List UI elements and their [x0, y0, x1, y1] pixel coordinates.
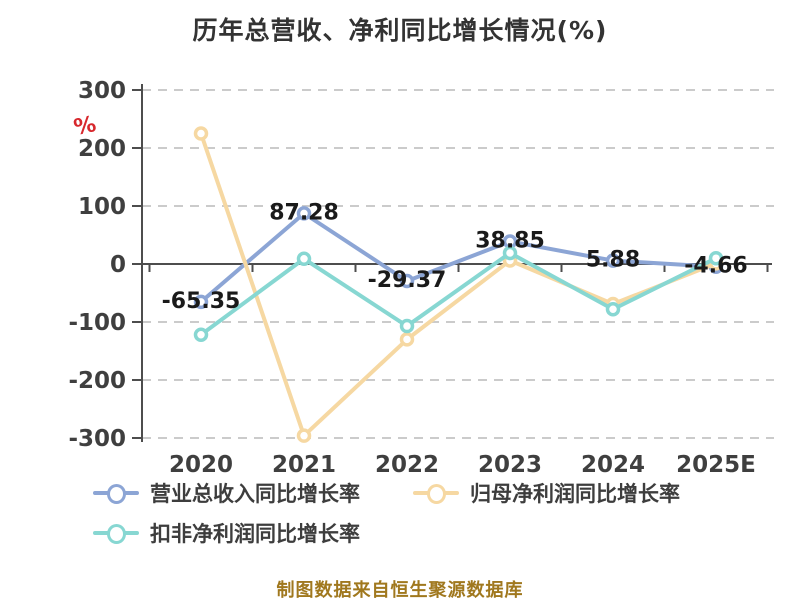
data-point-label: -29.37	[368, 268, 447, 293]
data-point-marker	[296, 428, 312, 443]
data-point-marker	[502, 245, 518, 261]
data-point-marker	[193, 294, 209, 310]
data-point-marker	[605, 301, 621, 317]
legend-label: 营业总收入同比增长率	[150, 482, 360, 506]
series-line-0	[199, 211, 718, 304]
legend-item-revenue-growth: 营业总收入同比增长率	[93, 477, 413, 509]
legend-row-2: 扣非净利润同比增长率	[93, 517, 753, 549]
chart-legend: 营业总收入同比增长率 归母净利润同比增长率 扣非净利润同比增长率	[93, 477, 753, 557]
legend-marker-circle	[107, 524, 126, 544]
y-tick-label: 0	[110, 252, 126, 278]
x-tick-label: 2021	[272, 452, 336, 478]
x-tick-label: 2023	[478, 452, 542, 478]
data-point-marker	[708, 250, 724, 266]
data-point-label: 38.85	[475, 228, 545, 253]
x-tick-label: 2020	[169, 452, 233, 478]
y-tick-label: 200	[78, 136, 126, 162]
legend-label: 扣非净利润同比增长率	[150, 522, 360, 546]
x-tick-label: 2022	[375, 452, 439, 478]
legend-row-1: 营业总收入同比增长率 归母净利润同比增长率	[93, 477, 753, 509]
x-tick-label: 2025E	[676, 452, 756, 478]
data-point-marker	[605, 253, 621, 268]
data-point-label: -65.35	[162, 289, 241, 314]
y-tick-label: -200	[68, 368, 126, 394]
data-point-marker	[399, 332, 415, 347]
legend-marker-circle	[427, 484, 446, 504]
series-line-1	[199, 131, 718, 438]
data-point-label: 87.28	[269, 200, 339, 225]
legend-marker-net-profit-icon	[413, 482, 459, 504]
series-line-2	[199, 250, 718, 337]
chart-title: 历年总营收、净利同比增长情况(%)	[192, 16, 608, 45]
data-point-label: 5.88	[586, 248, 640, 273]
y-tick-label: 300	[78, 78, 126, 104]
legend-item-net-profit-growth: 归母净利润同比增长率	[413, 477, 680, 509]
footer-source-note: 制图数据来自恒生聚源数据库	[276, 580, 524, 601]
y-tick-label: -100	[68, 310, 126, 336]
legend-marker-revenue-icon	[93, 482, 139, 504]
data-point-label: -4.66	[684, 254, 747, 279]
data-point-marker	[193, 126, 209, 141]
data-point-marker	[399, 318, 415, 334]
data-point-marker	[296, 206, 312, 221]
data-point-marker	[193, 327, 209, 343]
data-point-marker	[399, 273, 415, 289]
data-point-marker	[296, 251, 312, 267]
legend-label: 归母净利润同比增长率	[470, 482, 680, 506]
legend-marker-circle	[107, 484, 126, 504]
legend-marker-non-gaap-icon	[93, 522, 139, 544]
x-tick-label: 2024	[581, 452, 645, 478]
legend-item-non-gaap-net-profit-growth: 扣非净利润同比增长率	[93, 517, 360, 549]
y-tick-label: 100	[78, 194, 126, 220]
y-tick-label: -300	[68, 426, 126, 452]
